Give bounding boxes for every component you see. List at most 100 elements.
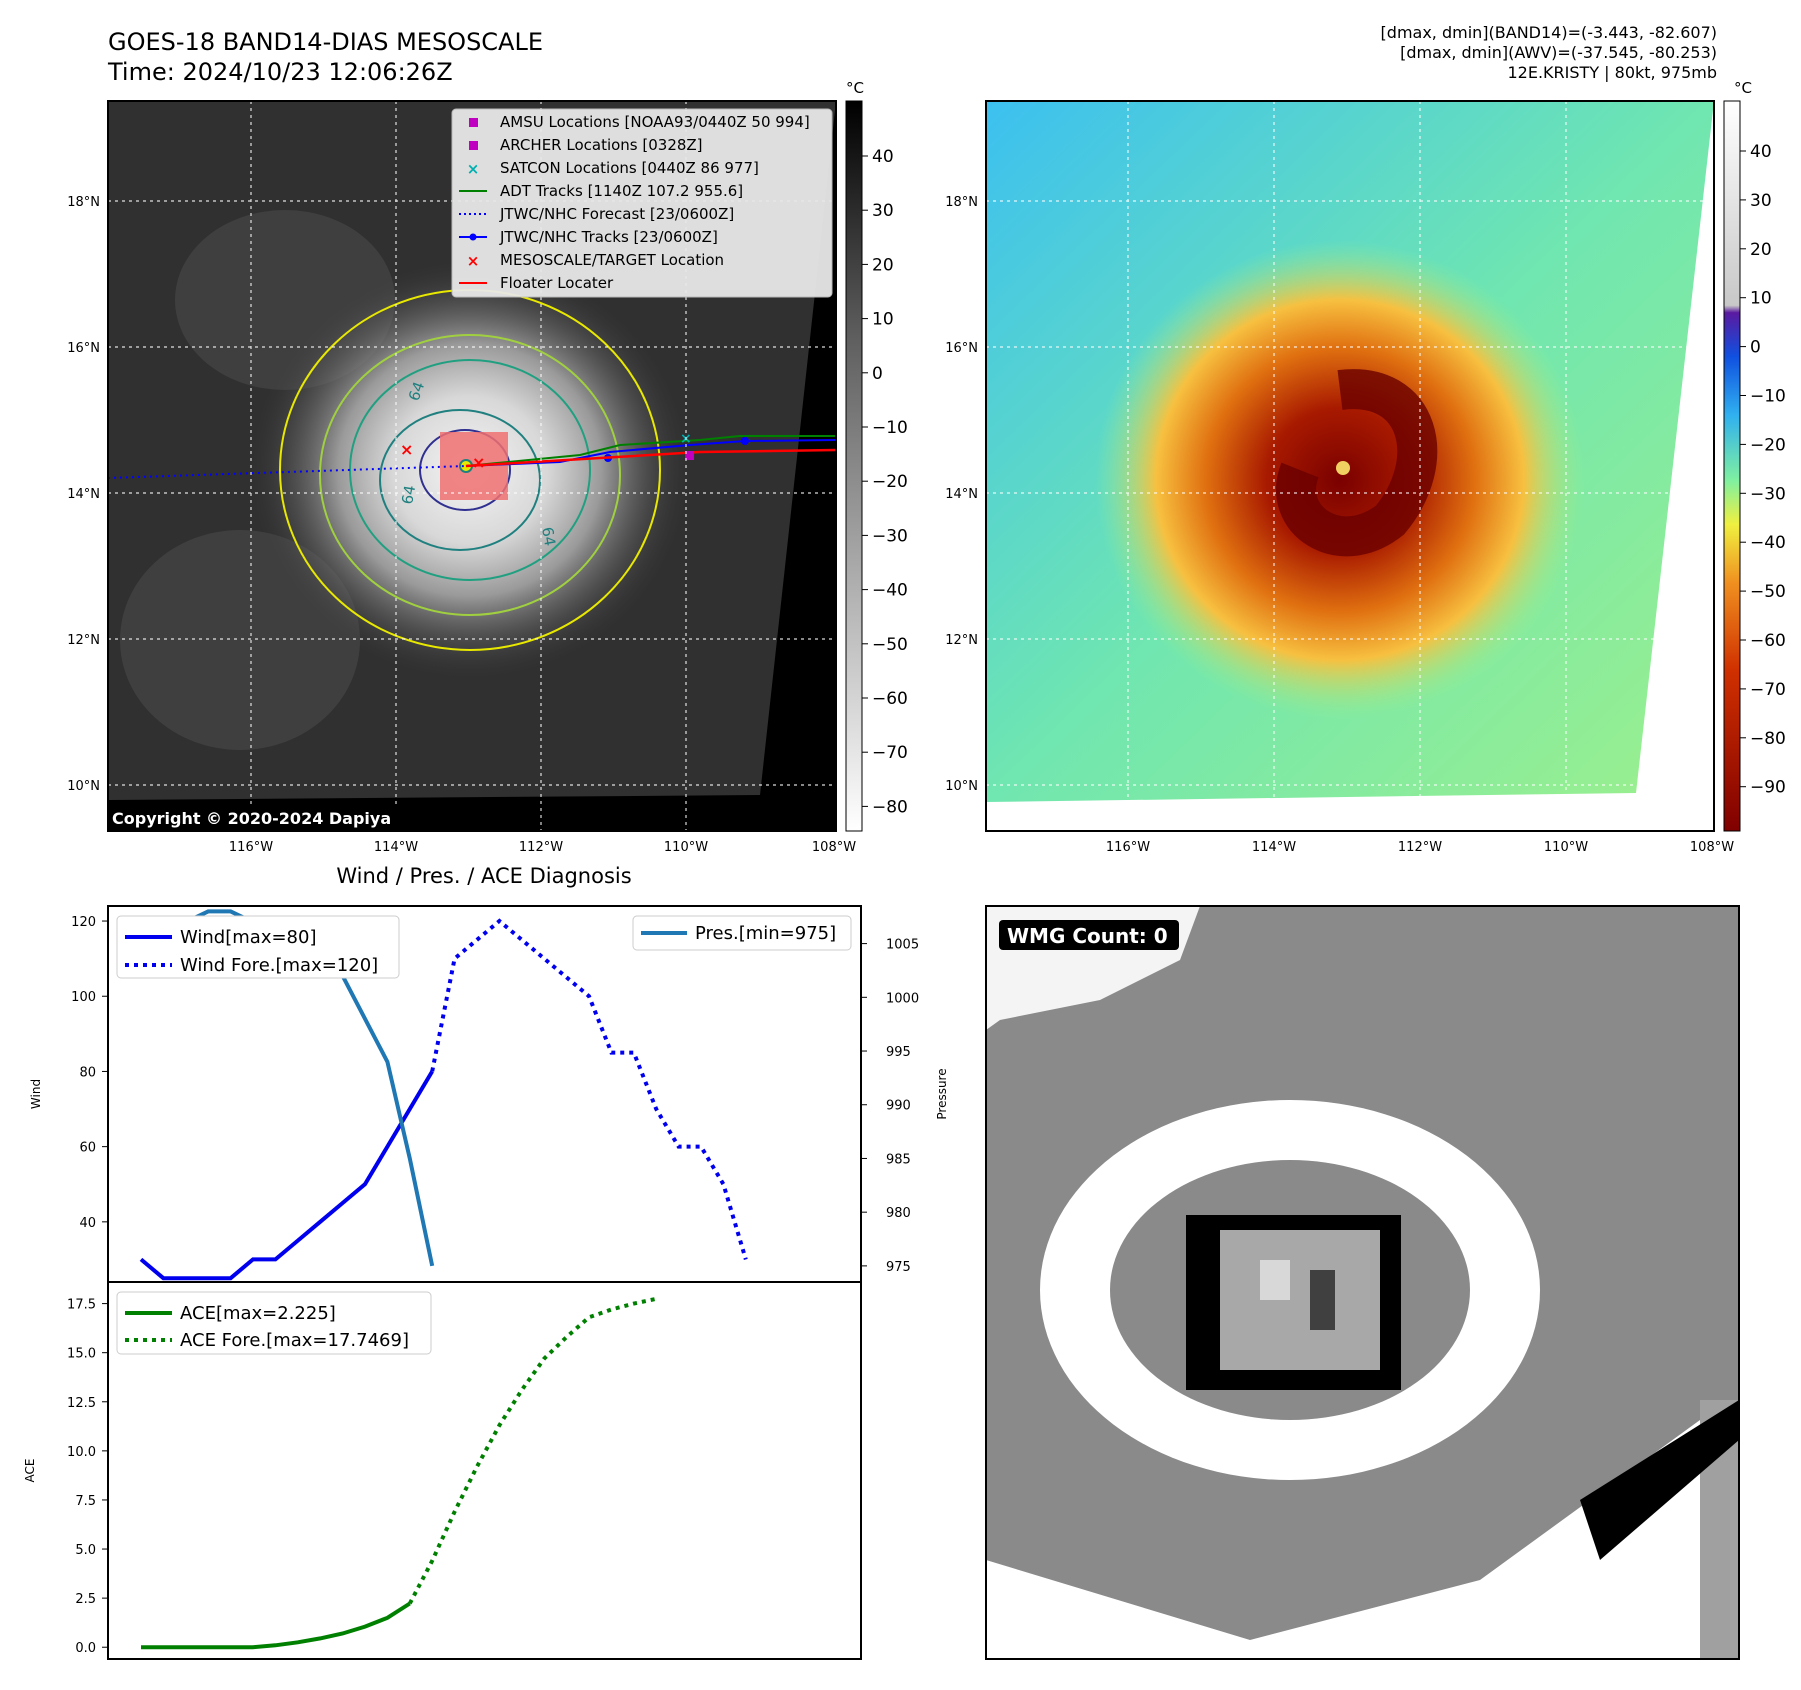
- colorbar-tick-label: −10: [1750, 387, 1786, 407]
- colorbar-tick-label: 30: [1750, 191, 1772, 211]
- colorbar-tick-label: −90: [1750, 778, 1786, 798]
- colorbar-tick-label: −30: [872, 526, 908, 546]
- colorbar-tick-label: −80: [1750, 729, 1786, 749]
- lon-tick-label: 114°W: [1252, 840, 1296, 855]
- info-line: 12E.KRISTY | 80kt, 975mb: [1508, 63, 1718, 82]
- y-tick-label: 120: [71, 915, 96, 930]
- legend-label: AMSU Locations [NOAA93/0440Z 50 994]: [500, 113, 810, 131]
- legend-line-dot-marker: [459, 233, 487, 241]
- legend-label: MESOSCALE/TARGET Location: [500, 251, 724, 269]
- colorbar-tick-label: 10: [1750, 289, 1772, 309]
- legend-label: Wind Fore.[max=120]: [180, 955, 378, 976]
- storm-info: [dmax, dmin](BAND14)=(-3.443, -82.607)[d…: [1381, 23, 1717, 82]
- colorbar-tick-label: −60: [1750, 631, 1786, 651]
- lat-tick-label: 12°N: [945, 633, 978, 648]
- lat-tick-label: 18°N: [67, 195, 100, 210]
- y-right-tick-label: 995: [886, 1045, 911, 1060]
- y-tick-label: 2.5: [75, 1592, 96, 1607]
- lat-tick-label: 10°N: [67, 779, 100, 794]
- y-right-tick-label: 980: [886, 1206, 911, 1221]
- lat-tick-label: 16°N: [945, 341, 978, 356]
- legend-x-marker: ×: [467, 252, 480, 270]
- lon-tick-label: 112°W: [519, 840, 563, 855]
- legend-label: ARCHER Locations [0328Z]: [500, 136, 703, 154]
- ace-series-line-1: [408, 1296, 657, 1605]
- colorbar-tick-label: 30: [872, 201, 894, 221]
- y-tick-label: 7.5: [75, 1494, 96, 1509]
- y-tick-label: 40: [79, 1216, 96, 1231]
- legend-square-marker: [469, 118, 478, 127]
- y-tick-label: 5.0: [75, 1543, 96, 1558]
- legend-label: Wind[max=80]: [180, 927, 317, 948]
- wind-pressure-chart: 120 100 80 60 40 1005 1000 995 990 985 980 975 Wind P…: [29, 905, 949, 1283]
- lon-tick-label: 114°W: [374, 840, 418, 855]
- copyright: Copyright © 2020-2024 Dapiya: [112, 809, 391, 828]
- legend-label: Floater Locater: [500, 274, 614, 292]
- y-tick-label: 0.0: [75, 1641, 96, 1656]
- legend-x-marker: ×: [467, 160, 480, 178]
- ace-chart: 17.5 15.0 12.5 10.0 7.5 5.0 2.5 0.0 ACE ACE[max=2…: [23, 1281, 862, 1660]
- colorbar-tick-label: −70: [872, 743, 908, 763]
- colorbar-tick-label: −60: [872, 689, 908, 709]
- colorbar-tick-label: −40: [872, 581, 908, 601]
- colorbar-tick-label: −30: [1750, 484, 1786, 504]
- ir-color-panel: [985, 100, 1715, 832]
- colorbar-tick-label: 10: [872, 310, 894, 330]
- ace-legend-box: [116, 1291, 432, 1355]
- y-axis-label: ACE: [23, 1459, 37, 1483]
- y-tick-label: 12.5: [67, 1396, 96, 1411]
- legend-label: ACE Fore.[max=17.7469]: [180, 1330, 409, 1351]
- colorbar-unit: °C: [846, 79, 864, 97]
- colorbar-tick-label: −20: [872, 472, 908, 492]
- series-line-0: [139, 1070, 434, 1281]
- y-right-tick-label: 985: [886, 1152, 911, 1167]
- legend-label: JTWC/NHC Forecast [23/0600Z]: [499, 205, 734, 223]
- lon-tick-label: 110°W: [664, 840, 708, 855]
- ace-chart-frame: [107, 1281, 862, 1660]
- diagnosis-title: Wind / Pres. / ACE Diagnosis: [336, 864, 631, 888]
- gray-colorbar: °C 40 30 20 10 0 −10 −20 −30 −40 −50 −60 −70 −80: [845, 79, 908, 832]
- y-tick-label: 15.0: [67, 1347, 96, 1362]
- y-axis-label: Wind: [29, 1079, 43, 1109]
- y-right-tick-label: 975: [886, 1260, 911, 1275]
- lat-tick-label: 16°N: [67, 341, 100, 356]
- legend-label: ADT Tracks [1140Z 107.2 955.6]: [500, 182, 743, 200]
- wind-legend-box: [116, 915, 400, 979]
- lon-tick-label: 110°W: [1544, 840, 1588, 855]
- colorbar-tick-label: 20: [1750, 240, 1772, 260]
- colorbar-tick-label: 0: [872, 364, 883, 384]
- colorbar-tick-label: 20: [872, 255, 894, 275]
- y-tick-label: 17.5: [67, 1298, 96, 1313]
- lon-tick-label: 108°W: [812, 840, 856, 855]
- legend-label: Pres.[min=975]: [695, 923, 836, 944]
- colorbar-tick-label: −40: [1750, 533, 1786, 553]
- lat-tick-label: 12°N: [67, 633, 100, 648]
- colorbar-tick-label: −50: [872, 635, 908, 655]
- colorbar-tick-label: −80: [872, 797, 908, 817]
- legend-square-marker: [469, 141, 478, 150]
- colorbar-tick-label: −10: [872, 418, 908, 438]
- lat-tick-label: 14°N: [945, 487, 978, 502]
- lon-tick-label: 116°W: [229, 840, 273, 855]
- map-legend: AMSU Locations [NOAA93/0440Z 50 994] ARCH…: [451, 108, 833, 298]
- colorbar-unit: °C: [1734, 79, 1752, 97]
- lat-tick-label: 10°N: [945, 779, 978, 794]
- info-line: [dmax, dmin](AWV)=(-37.545, -80.253): [1400, 43, 1717, 62]
- lon-tick-label: 108°W: [1690, 840, 1734, 855]
- colorbar-tick-label: −50: [1750, 582, 1786, 602]
- wmg-panel: WMG Count: 0: [985, 905, 1740, 1660]
- colorbar-tick-label: 40: [872, 147, 894, 167]
- y-right-axis-label: Pressure: [935, 1068, 949, 1119]
- legend-label: ACE[max=2.225]: [180, 1303, 336, 1324]
- y-tick-label: 100: [71, 990, 96, 1005]
- y-tick-label: 80: [79, 1065, 96, 1080]
- lat-tick-label: 14°N: [67, 487, 100, 502]
- lat-tick-label: 18°N: [945, 195, 978, 210]
- y-tick-label: 10.0: [67, 1445, 96, 1460]
- colorbar-tick-label: −20: [1750, 435, 1786, 455]
- info-line: [dmax, dmin](BAND14)=(-3.443, -82.607): [1381, 23, 1717, 42]
- colorbar-tick-label: −70: [1750, 680, 1786, 700]
- lon-tick-label: 112°W: [1398, 840, 1442, 855]
- y-right-tick-label: 1000: [886, 991, 919, 1006]
